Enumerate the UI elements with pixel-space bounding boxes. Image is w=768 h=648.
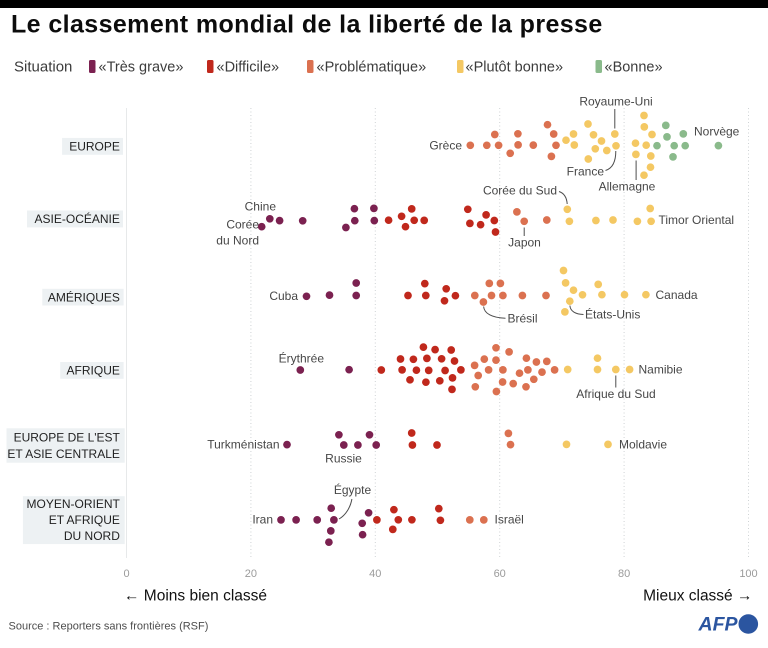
svg-text:Timor Oriental: Timor Oriental xyxy=(659,213,735,227)
svg-text:Moldavie: Moldavie xyxy=(619,438,667,452)
svg-text:Afrique du Sud: Afrique du Sud xyxy=(576,387,655,401)
svg-text:Source : Reporters sans fronti: Source : Reporters sans frontières (RSF) xyxy=(9,621,209,633)
svg-text:ET AFRIQUE: ET AFRIQUE xyxy=(49,513,120,527)
svg-text:du Nord: du Nord xyxy=(216,234,259,248)
svg-text:60: 60 xyxy=(494,568,506,580)
svg-text:0: 0 xyxy=(123,568,129,580)
svg-text:Le classement mondial de la li: Le classement mondial de la liberté de l… xyxy=(11,11,603,39)
svg-text:France: France xyxy=(567,165,605,179)
svg-text:DU NORD: DU NORD xyxy=(64,529,120,543)
svg-text:EUROPE DE L'EST: EUROPE DE L'EST xyxy=(14,431,121,445)
svg-text:AFP: AFP xyxy=(698,614,739,636)
svg-text:Chine: Chine xyxy=(245,200,277,214)
svg-text:«Difficile»: «Difficile» xyxy=(217,60,280,76)
svg-text:Namibie: Namibie xyxy=(639,363,683,377)
svg-text:← Moins bien classé: ← Moins bien classé xyxy=(124,588,267,605)
svg-text:Érythrée: Érythrée xyxy=(279,351,325,366)
svg-text:20: 20 xyxy=(245,568,257,580)
svg-text:AFRIQUE: AFRIQUE xyxy=(67,364,120,378)
svg-text:États-Unis: États-Unis xyxy=(585,307,640,322)
svg-text:Corée: Corée xyxy=(226,218,259,232)
svg-text:Turkménistan: Turkménistan xyxy=(207,438,279,452)
svg-text:Brésil: Brésil xyxy=(508,312,538,326)
svg-text:Grèce: Grèce xyxy=(429,139,462,153)
svg-text:Russie: Russie xyxy=(325,452,362,466)
svg-text:ET ASIE CENTRALE: ET ASIE CENTRALE xyxy=(7,447,119,461)
svg-text:EUROPE: EUROPE xyxy=(69,140,120,154)
svg-text:«Bonne»: «Bonne» xyxy=(605,60,663,76)
svg-text:Mieux classé →: Mieux classé → xyxy=(643,588,752,605)
svg-text:«Plutôt bonne»: «Plutôt bonne» xyxy=(466,60,564,76)
svg-text:Royaume-Uni: Royaume-Uni xyxy=(579,95,652,109)
svg-text:40: 40 xyxy=(369,568,381,580)
svg-text:Égypte: Égypte xyxy=(334,482,372,497)
svg-text:«Très grave»: «Très grave» xyxy=(99,60,184,76)
svg-text:AMÉRIQUES: AMÉRIQUES xyxy=(48,289,120,304)
svg-text:Israël: Israël xyxy=(495,513,524,527)
svg-text:ASIE-OCÉANIE: ASIE-OCÉANIE xyxy=(35,211,120,226)
svg-text:«Problématique»: «Problématique» xyxy=(317,60,427,76)
svg-text:Norvège: Norvège xyxy=(694,125,740,139)
svg-text:Situation: Situation xyxy=(14,59,72,76)
svg-text:100: 100 xyxy=(739,568,757,580)
svg-text:80: 80 xyxy=(618,568,630,580)
svg-text:Allemagne: Allemagne xyxy=(599,180,656,194)
svg-text:Corée du Sud: Corée du Sud xyxy=(483,184,557,198)
svg-text:Canada: Canada xyxy=(656,288,698,302)
svg-text:Iran: Iran xyxy=(252,513,273,527)
svg-text:MOYEN-ORIENT: MOYEN-ORIENT xyxy=(27,497,121,511)
svg-text:Cuba: Cuba xyxy=(269,289,298,303)
svg-text:Japon: Japon xyxy=(508,236,541,250)
